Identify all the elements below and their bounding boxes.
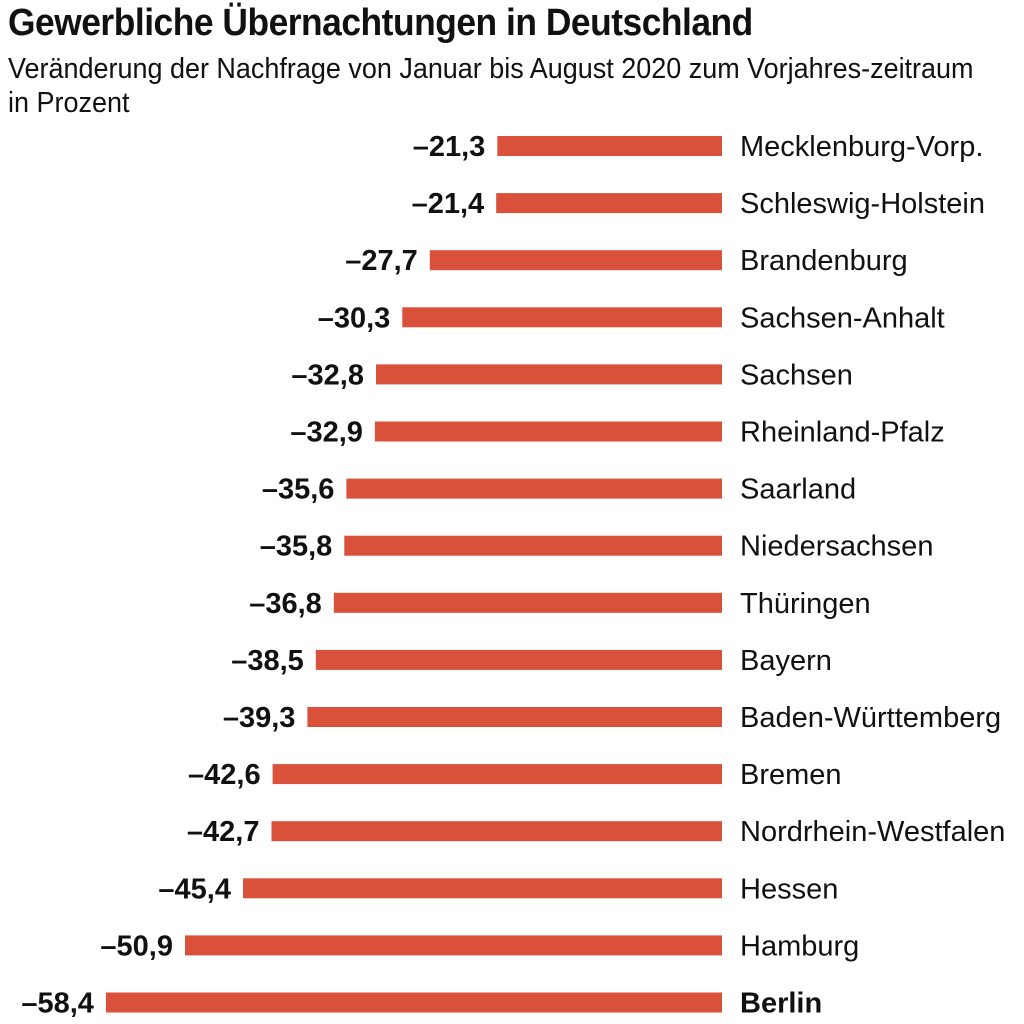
value-label-3: –30,3 [318, 302, 391, 334]
value-label-13: –45,4 [158, 873, 231, 905]
value-label-6: –35,6 [262, 474, 335, 506]
bar-5 [374, 421, 722, 442]
category-label-13: Hessen [740, 873, 838, 905]
bar-9 [315, 649, 722, 670]
bar-13 [243, 878, 722, 899]
value-label-4: –32,8 [291, 359, 364, 391]
bar-4 [376, 364, 722, 385]
category-label-3: Sachsen-Anhalt [740, 302, 945, 334]
category-label-5: Rheinland-Pfalz [740, 417, 945, 449]
bar-1 [496, 193, 722, 214]
category-label-7: Niedersachsen [740, 531, 933, 563]
category-label-1: Schleswig-Holstein [740, 188, 985, 220]
bar-7 [344, 535, 722, 556]
category-label-4: Sachsen [740, 359, 853, 391]
value-label-8: –36,8 [249, 588, 322, 620]
bar-8 [333, 592, 722, 613]
value-label-1: –21,4 [412, 188, 485, 220]
bar-14 [185, 935, 722, 956]
category-label-14: Hamburg [740, 930, 859, 962]
category-label-10: Baden-Württemberg [740, 702, 1001, 734]
bar-2 [429, 250, 722, 271]
category-label-12: Nordrhein-Westfalen [740, 816, 1005, 848]
category-label-0: Mecklenburg-Vorp. [740, 131, 983, 163]
value-label-12: –42,7 [187, 816, 260, 848]
bar-15 [105, 992, 722, 1013]
bar-12 [271, 821, 722, 842]
value-label-15: –58,4 [21, 988, 94, 1020]
value-label-2: –27,7 [345, 245, 418, 277]
value-label-10: –39,3 [223, 702, 296, 734]
value-label-11: –42,6 [188, 759, 261, 791]
bar-3 [402, 307, 722, 328]
bar-6 [346, 478, 722, 499]
value-label-9: –38,5 [231, 645, 304, 677]
value-label-5: –32,9 [290, 417, 363, 449]
bar-0 [497, 136, 722, 156]
chart-title: Gewerbliche Übernachtungen in Deutschlan… [8, 2, 753, 44]
category-label-8: Thüringen [740, 588, 871, 620]
category-label-15: Berlin [740, 988, 822, 1020]
value-label-0: –21,3 [413, 131, 486, 163]
chart-subtitle: Veränderung der Nachfrage von Januar bis… [8, 53, 974, 119]
category-label-9: Bayern [740, 645, 832, 677]
value-label-14: –50,9 [100, 930, 173, 962]
category-label-11: Bremen [740, 759, 842, 791]
category-label-6: Saarland [740, 474, 856, 506]
value-label-7: –35,8 [260, 531, 333, 563]
bar-10 [307, 707, 722, 727]
bar-11 [272, 764, 722, 785]
category-label-2: Brandenburg [740, 245, 908, 277]
